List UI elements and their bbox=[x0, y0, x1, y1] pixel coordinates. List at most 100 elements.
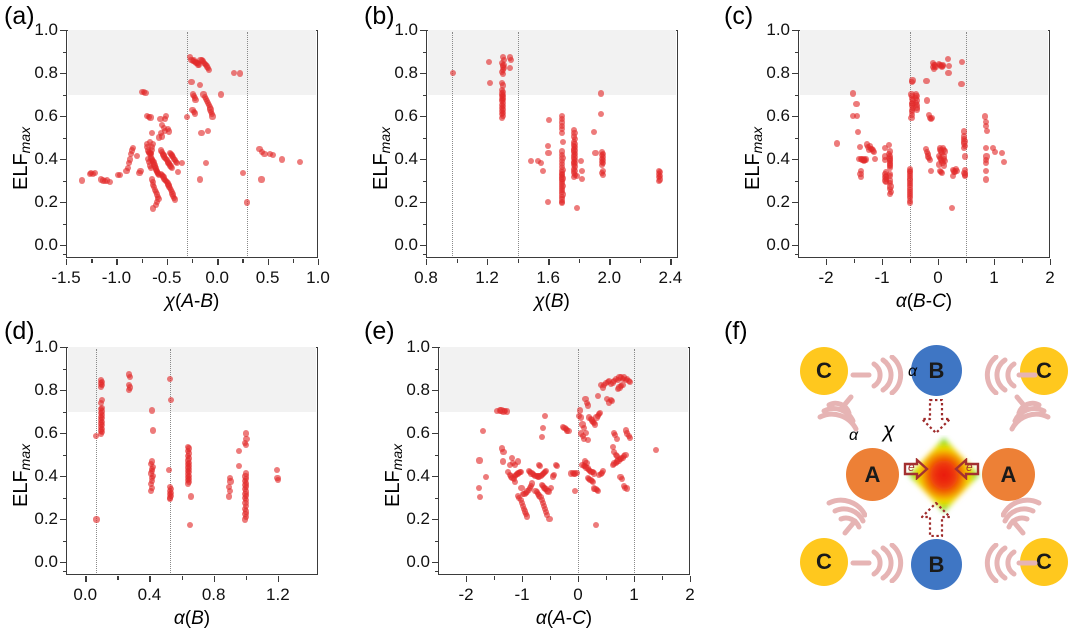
node-label: A bbox=[1000, 461, 1017, 487]
data-point bbox=[226, 484, 233, 491]
node-label: A bbox=[864, 461, 881, 487]
data-point bbox=[948, 204, 955, 212]
data-point bbox=[984, 127, 991, 135]
data-point bbox=[938, 169, 945, 177]
data-point bbox=[886, 172, 894, 179]
data-point bbox=[149, 140, 156, 148]
x-axis-title: χ(B) bbox=[534, 291, 570, 312]
data-point bbox=[853, 101, 860, 108]
data-point bbox=[163, 112, 170, 120]
data-point bbox=[152, 201, 159, 208]
data-point bbox=[623, 485, 631, 492]
polarization-wave-top-left-a bbox=[850, 354, 906, 400]
guide-line-0 bbox=[96, 348, 98, 574]
data-point bbox=[540, 425, 547, 432]
y-tick-label: 0.0 bbox=[766, 235, 790, 255]
polarization-wave-top-left-b bbox=[815, 393, 867, 442]
data-point bbox=[506, 462, 514, 469]
data-point bbox=[537, 462, 544, 469]
data-point bbox=[558, 129, 565, 136]
dotted-arrow-up bbox=[919, 501, 953, 542]
y-tick-label: 0.2 bbox=[34, 192, 58, 212]
data-point bbox=[476, 457, 483, 464]
x-tick bbox=[166, 259, 169, 265]
data-point bbox=[559, 122, 566, 129]
x-tick-label: 1.2 bbox=[266, 585, 290, 604]
data-point bbox=[983, 118, 990, 126]
x-tick bbox=[938, 259, 940, 265]
central-elf-diamond bbox=[904, 435, 984, 515]
data-point bbox=[542, 467, 550, 474]
data-point bbox=[983, 159, 990, 167]
data-point bbox=[539, 167, 546, 174]
node-a-mid-right: A bbox=[982, 448, 1035, 501]
x-tick-label: -1 bbox=[874, 268, 890, 287]
data-point bbox=[582, 395, 589, 403]
data-point bbox=[500, 82, 507, 89]
x-tick-label: 1 bbox=[989, 268, 999, 287]
x-tick-label: 2.0 bbox=[597, 268, 622, 287]
x-tick-label: -1.5 bbox=[51, 268, 81, 287]
y-tick bbox=[60, 202, 66, 204]
y-tick bbox=[432, 347, 438, 349]
node-b-bottom-center: B bbox=[911, 539, 962, 590]
y-minor-tick bbox=[434, 540, 438, 542]
data-point bbox=[870, 149, 877, 156]
x-minor-tick bbox=[606, 576, 608, 580]
x-tick-label: -2 bbox=[458, 585, 474, 604]
data-point bbox=[235, 447, 243, 454]
y-minor-tick bbox=[62, 51, 66, 53]
data-point bbox=[243, 435, 250, 443]
data-point bbox=[159, 121, 166, 128]
y-minor-tick bbox=[62, 137, 66, 139]
data-point bbox=[613, 435, 620, 443]
polarization-wave-bottom-right-a bbox=[1000, 493, 1053, 542]
data-point bbox=[913, 106, 921, 113]
panel-c-label: (c) bbox=[724, 2, 754, 30]
data-point bbox=[600, 468, 607, 475]
data-point bbox=[945, 55, 952, 63]
data-point bbox=[577, 157, 585, 164]
guide-line-0 bbox=[186, 31, 188, 257]
data-point bbox=[887, 190, 894, 197]
x-minor-tick bbox=[639, 259, 642, 263]
data-point bbox=[571, 126, 578, 134]
panel-a-label: (a) bbox=[4, 2, 35, 30]
node-b-top-center: B bbox=[911, 345, 962, 396]
data-point bbox=[887, 185, 894, 192]
y-tick-label: 0.0 bbox=[34, 552, 58, 572]
y-tick-label: 0.4 bbox=[34, 149, 58, 169]
data-point bbox=[499, 114, 506, 121]
data-point bbox=[558, 125, 565, 133]
y-minor-tick bbox=[62, 94, 66, 96]
data-point bbox=[612, 431, 619, 438]
data-point bbox=[538, 433, 545, 440]
highlight-band bbox=[439, 347, 689, 412]
y-tick bbox=[60, 433, 66, 435]
data-point bbox=[129, 144, 136, 151]
x-tick bbox=[318, 259, 320, 265]
y-tick bbox=[60, 519, 66, 521]
data-point bbox=[999, 149, 1006, 157]
data-point bbox=[983, 145, 990, 152]
data-point bbox=[528, 480, 535, 487]
y-tick bbox=[420, 116, 426, 118]
electron-arrow-right bbox=[954, 457, 980, 485]
data-point bbox=[507, 57, 514, 64]
data-point bbox=[483, 474, 490, 481]
data-point bbox=[196, 81, 204, 88]
y-tick-label: 0.4 bbox=[406, 466, 430, 486]
data-point bbox=[619, 382, 626, 389]
x-minor-tick bbox=[117, 576, 119, 580]
y-tick bbox=[60, 73, 66, 75]
y-tick-label: 1.0 bbox=[406, 337, 430, 356]
data-point bbox=[548, 484, 555, 491]
data-point bbox=[148, 487, 155, 494]
data-point bbox=[853, 112, 860, 120]
highlight-band bbox=[67, 347, 317, 412]
y-axis-title: ELFmax bbox=[742, 126, 766, 190]
y-tick bbox=[60, 159, 66, 161]
polarization-wave-bottom-left-a bbox=[815, 493, 868, 542]
y-tick-label: 0.8 bbox=[34, 380, 58, 400]
y-tick-label: 0.0 bbox=[34, 235, 58, 255]
